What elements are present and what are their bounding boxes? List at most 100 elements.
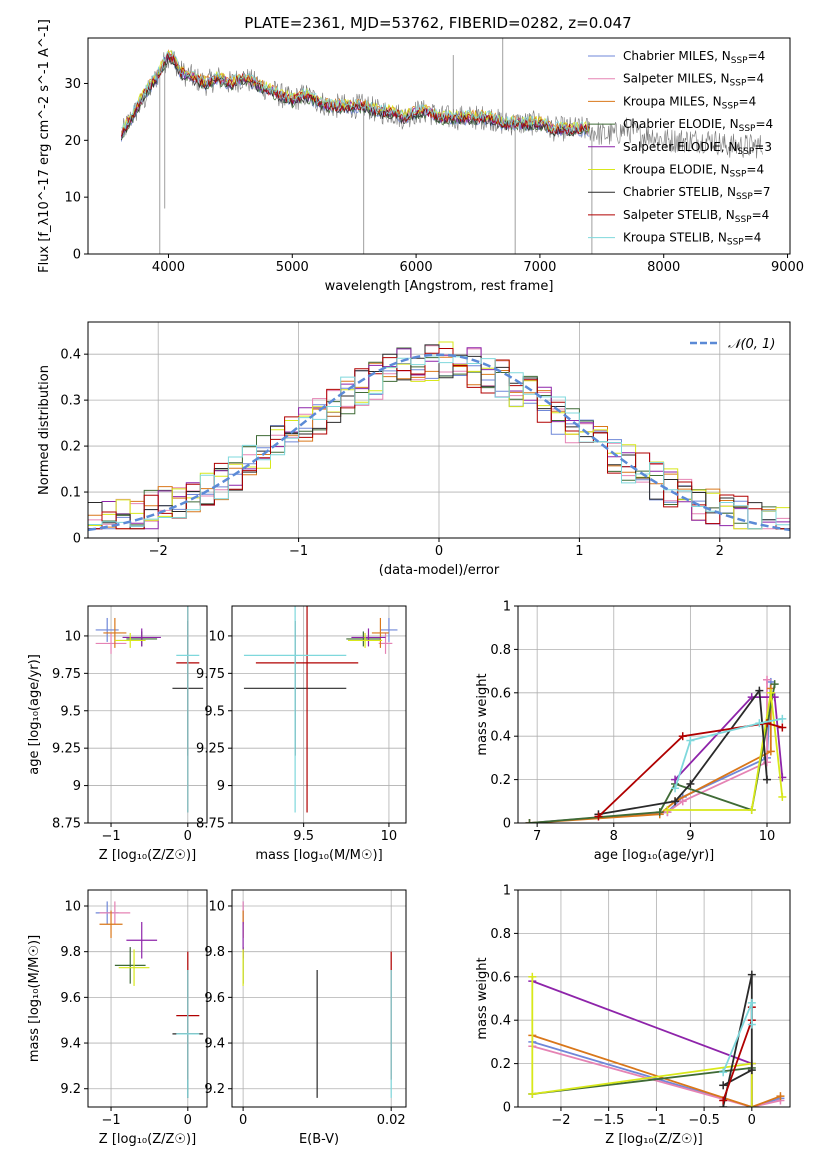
y-tick-label: 1 [503, 884, 511, 899]
weight-marker [655, 808, 664, 817]
y-tick-label: 9.8 [204, 945, 225, 960]
x-tick-label: 1 [575, 544, 583, 559]
weight-series-4 [531, 980, 753, 1107]
weight-marker [528, 1089, 537, 1098]
y-tick-label: 30 [64, 77, 81, 92]
y-tick-label: 9.25 [52, 742, 81, 757]
y-tick-label: 9 [73, 779, 81, 794]
y-tick-label: 0.4 [490, 1014, 511, 1029]
x-tick-label: −2 [149, 544, 168, 559]
axes-frame [87, 605, 208, 824]
weight-marker [778, 714, 787, 723]
y-tick-label: 9.8 [60, 945, 81, 960]
y-tick-label: 0.3 [60, 394, 81, 409]
plot-area [121, 38, 763, 254]
x-tick-label: 8000 [647, 260, 680, 275]
x-tick-label: 0 [184, 829, 192, 844]
residual-legend: 𝒩(0, 1) [690, 337, 775, 352]
errorbar-point [255, 606, 359, 813]
weight-marker [719, 1081, 728, 1090]
gaussian-curve [88, 353, 790, 532]
x-axis-label: mass [log₁₀(M/M☉)] [255, 848, 382, 863]
legend-entry: 𝒩(0, 1) [728, 337, 775, 352]
weight-marker [663, 805, 672, 814]
panel-residuals: 𝒩(0, 1) −2 −1 0 1 2 0 0.1 0.2 0.3 0.4 (data-model)/… [37, 321, 791, 578]
y-axis-label: age [log₁₀(age/yr)] [27, 654, 42, 775]
weight-series-5 [667, 692, 784, 811]
weight-marker [755, 686, 764, 695]
y-tick-label: 0.8 [490, 643, 511, 658]
axes-frame [87, 889, 208, 1108]
legend-entry: Kroupa STELIB, NSSP=4 [623, 231, 761, 248]
weight-marker [755, 719, 764, 728]
errorbar-point [176, 969, 200, 1098]
panel-Z-mass: −1 0 9.2 9.4 9.6 9.8 10 Z [log₁₀(Z/Z☉)] mass [lo… [27, 889, 208, 1147]
axes-frame [231, 605, 407, 824]
legend-entry: Chabrier STELIB, NSSP=7 [623, 185, 771, 202]
errorbar-point [346, 631, 381, 647]
weight-marker [763, 758, 772, 767]
weight-marker [747, 1020, 756, 1029]
legend-entry: Kroupa ELODIE, NSSP=4 [623, 163, 764, 180]
x-tick-label: 9 [686, 829, 694, 844]
y-tick-label: 0 [503, 817, 511, 832]
plot-area [525, 675, 787, 823]
y-tick-label: 0.1 [60, 486, 81, 501]
x-tick-label: 9000 [771, 260, 804, 275]
x-tick-label: 2 [716, 544, 724, 559]
y-tick-label: 20 [64, 134, 81, 149]
legend-entry: Salpeter STELIB, NSSP=4 [623, 208, 769, 225]
x-tick-label: 7000 [523, 260, 556, 275]
weight-series-7 [597, 722, 783, 818]
x-axis-label: Z [log₁₀(Z/Z☉)] [99, 1132, 196, 1147]
y-axis-label: mass [log₁₀(M/M☉)] [27, 935, 42, 1062]
axes-frame [231, 889, 407, 1108]
errorbar-point [118, 949, 150, 986]
x-tick-label: 0 [748, 1113, 756, 1128]
weight-marker [678, 797, 687, 806]
x-tick-label: 10 [759, 829, 776, 844]
errorbar-point [99, 910, 123, 938]
panel-Z-age: −1 0 8.75 9 9.25 9.5 9.75 10 Z [log₁₀(Z/Z☉)] age … [27, 605, 208, 863]
y-tick-label: 0.4 [490, 730, 511, 745]
weight-marker [747, 805, 756, 814]
weight-marker [747, 970, 756, 979]
y-tick-label: 9.2 [60, 1082, 81, 1097]
x-tick-label: 7 [533, 829, 541, 844]
y-tick-label: 9.5 [204, 704, 225, 719]
errorbar-point [126, 921, 158, 959]
x-tick-label: −1 [647, 1113, 666, 1128]
x-tick-label: 9.5 [293, 829, 314, 844]
panel-Z-weight: −2 −1.5 −1 −0.5 0 0 0.2 0.4 0.6 0.8 1 Z [log₁₀(Z/Z☉… [475, 884, 791, 1147]
y-tick-label: 10 [208, 629, 225, 644]
weight-marker [528, 972, 537, 981]
weight-marker [719, 1096, 728, 1105]
y-tick-label: 0.6 [490, 686, 511, 701]
plot-area [95, 606, 204, 813]
y-tick-label: 9.25 [196, 742, 225, 757]
weight-marker [747, 1066, 756, 1075]
x-tick-label: 0 [184, 1113, 192, 1128]
weight-series-0 [529, 681, 772, 823]
axes-frame [517, 889, 791, 1108]
axes-frame [87, 37, 791, 255]
errorbar-point [371, 617, 389, 648]
weight-marker [747, 1103, 756, 1107]
weight-series-2 [529, 688, 772, 823]
legend-entry: Chabrier MILES, NSSP=4 [623, 49, 765, 66]
weight-marker [594, 812, 603, 821]
y-tick-label: 9.4 [60, 1037, 81, 1052]
y-tick-label: 9.2 [204, 1082, 225, 1097]
y-axis-label: mass weight [475, 673, 490, 755]
errorbar-point [176, 606, 200, 813]
y-tick-label: 0 [73, 248, 81, 263]
plot-area [528, 970, 785, 1107]
y-axis-label: Flux [f_λ10^-17 erg cm^-2 s^-1 A^-1] [37, 19, 52, 273]
errorbar-point [114, 947, 146, 984]
observed-spectrum [121, 50, 763, 159]
legend-entry: Salpeter MILES, NSSP=4 [623, 72, 764, 89]
weight-marker [766, 747, 775, 756]
y-tick-label: 10 [64, 899, 81, 914]
x-tick-label: 5000 [276, 260, 309, 275]
